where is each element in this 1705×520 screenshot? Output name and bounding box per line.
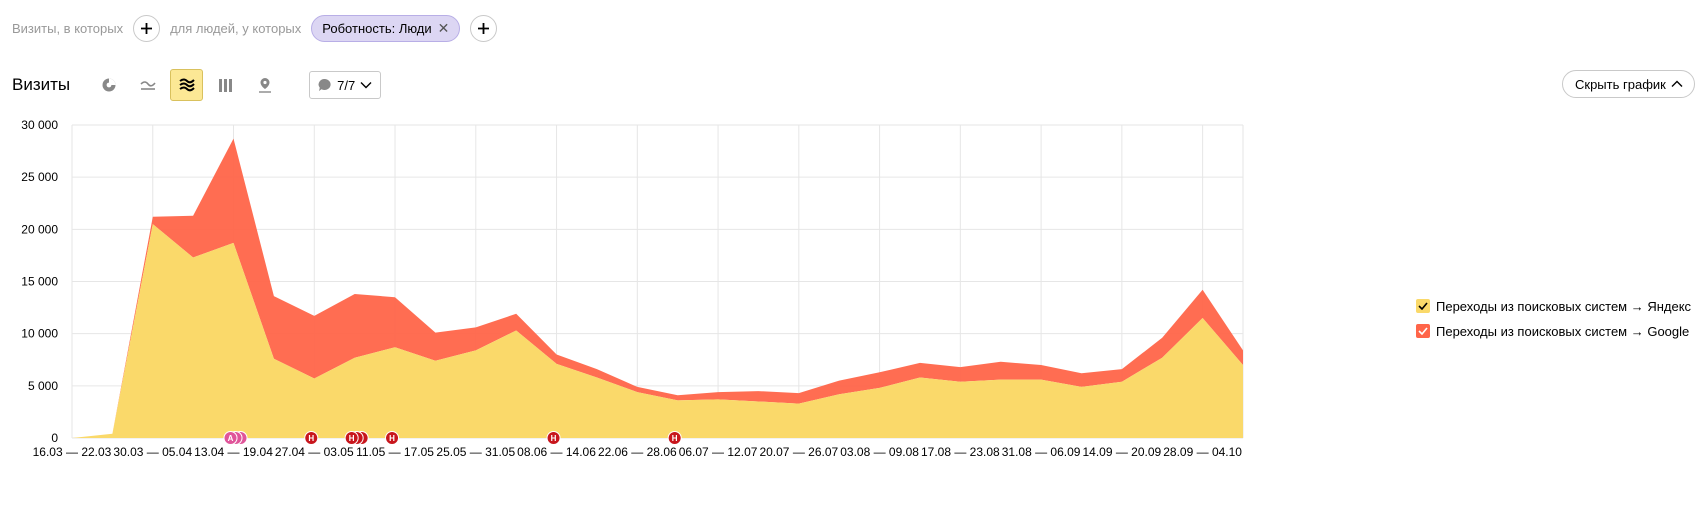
annotations-dropdown[interactable]: 7/7 (309, 71, 382, 99)
y-tick-label: 25 000 (21, 170, 58, 184)
visits-chart: 0 5 000 10 000 15 000 20 000 25 000 30 000 16.… (21, 120, 1244, 459)
x-tick-label: 25.05 — 31.05 (436, 445, 515, 459)
x-tick-label: 28.09 — 04.10 (1163, 445, 1242, 459)
annotation-marker-label: H (672, 434, 678, 443)
annotation-marker (223, 431, 238, 445)
page-title: Визиты (12, 75, 71, 94)
annotation-marker (304, 431, 319, 445)
line-chart-icon (140, 81, 156, 90)
annotation-marker-label: H (308, 434, 314, 443)
line-chart-button[interactable] (131, 69, 164, 101)
chart-legend: Переходы из поисковых систем → Яндекс Пе… (1416, 297, 1691, 347)
annotations-counter: 7/7 (337, 77, 356, 93)
stacked-area-chart-button[interactable] (170, 69, 204, 101)
add-people-condition-button[interactable] (470, 14, 498, 42)
hide-chart-label: Скрыть график (1575, 76, 1666, 92)
x-tick-label: 20.07 — 26.07 (759, 445, 838, 459)
pie-chart-button[interactable] (92, 69, 125, 101)
y-tick-label: 10 000 (21, 327, 58, 341)
segment-chip-label: Роботность: Люди (322, 20, 432, 36)
x-axis: 16.03 — 22.03 30.03 — 05.04 13.04 — 19.04 2… (33, 445, 1243, 459)
annotation-marker-label: H (349, 434, 355, 443)
annotation-marker (667, 431, 682, 445)
add-visit-condition-button[interactable] (133, 14, 161, 42)
x-tick-label: 31.08 — 06.09 (1002, 445, 1081, 459)
pie-chart-icon (102, 78, 116, 92)
y-tick-label: 15 000 (21, 275, 58, 289)
plus-icon (478, 22, 490, 34)
x-tick-label: 06.07 — 12.07 (679, 445, 758, 459)
y-tick-label: 0 (51, 431, 58, 445)
x-tick-label: 17.08 — 23.08 (921, 445, 1000, 459)
y-axis: 0 5 000 10 000 15 000 20 000 25 000 30 000 (21, 120, 58, 445)
y-tick-label: 20 000 (21, 222, 58, 236)
visits-filter-label: Визиты, в которых (12, 20, 124, 36)
annotation-marker (385, 431, 400, 445)
annotation-marker-label: H (389, 434, 395, 443)
x-tick-label: 14.09 — 20.09 (1082, 445, 1161, 459)
hide-chart-button[interactable]: Скрыть график (1562, 70, 1695, 98)
x-tick-label: 22.06 — 28.06 (598, 445, 677, 459)
segment-chip[interactable]: Роботность: Люди ✕ (311, 14, 461, 42)
checkbox-checked-icon[interactable] (1416, 324, 1430, 338)
legend-item-yandex[interactable]: Переходы из поисковых систем → Яндекс (1416, 297, 1691, 315)
x-tick-label: 03.08 — 09.08 (840, 445, 919, 459)
y-tick-label: 30 000 (21, 120, 58, 132)
map-chart-button[interactable] (248, 69, 281, 101)
annotation-marker-label: H (551, 434, 557, 443)
series-area-yandex (72, 224, 1243, 438)
column-chart-icon (218, 79, 232, 92)
legend-label: Переходы из поисковых систем → Google (1436, 323, 1690, 339)
x-tick-label: 27.04 — 03.05 (275, 445, 354, 459)
x-tick-label: 16.03 — 22.03 (33, 445, 112, 459)
chart-toolbar: Визиты 7/7 (12, 68, 382, 102)
chevron-down-icon (360, 82, 372, 89)
people-filter-label: для людей, у которых (170, 20, 302, 36)
annotation-marker (344, 431, 359, 445)
x-tick-label: 13.04 — 19.04 (194, 445, 273, 459)
x-tick-label: 30.03 — 05.04 (113, 445, 192, 459)
column-chart-button[interactable] (209, 69, 242, 101)
plus-icon (141, 22, 153, 34)
legend-item-google[interactable]: Переходы из поисковых систем → Google (1416, 322, 1691, 340)
checkbox-checked-icon[interactable] (1416, 299, 1430, 313)
map-pin-icon (258, 78, 271, 93)
legend-label: Переходы из поисковых систем → Яндекс (1436, 298, 1692, 314)
stacked-area-icon (179, 78, 195, 92)
x-tick-label: 11.05 — 17.05 (356, 445, 434, 459)
x-tick-label: 08.06 — 14.06 (517, 445, 596, 459)
close-icon[interactable]: ✕ (437, 19, 450, 36)
annotation-marker (546, 431, 561, 445)
chevron-up-icon (1671, 80, 1683, 87)
comment-icon (318, 78, 331, 91)
segment-filter-bar: Визиты, в которых для людей, у которых Р… (12, 13, 507, 43)
y-tick-label: 5 000 (28, 379, 58, 393)
annotation-marker-label: A (228, 434, 234, 443)
chart-areas (72, 138, 1243, 438)
